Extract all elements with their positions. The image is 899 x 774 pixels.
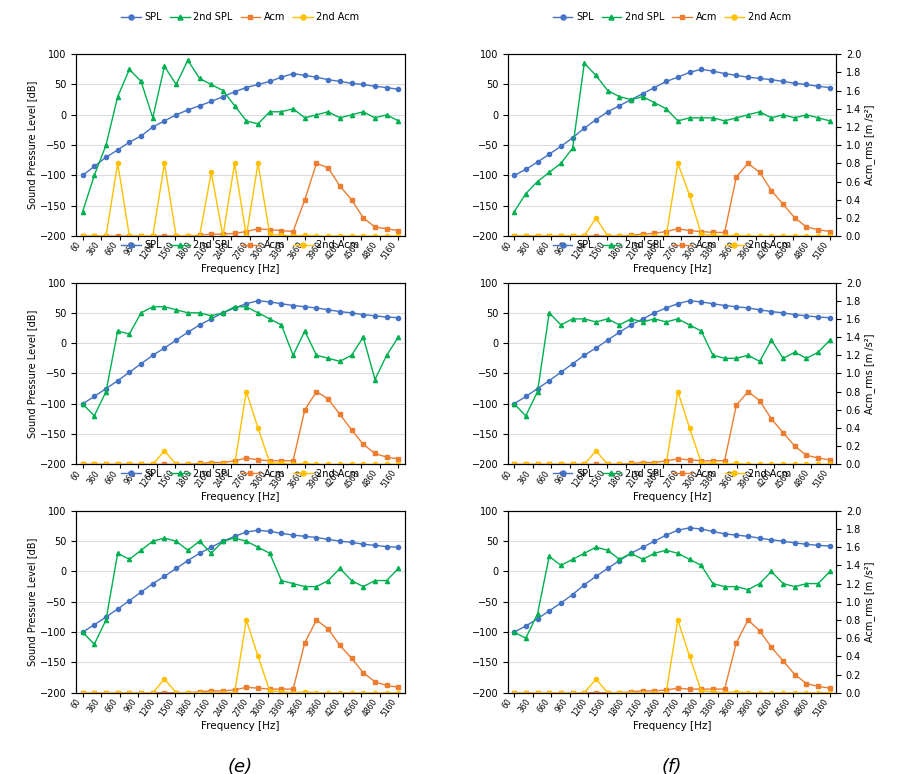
Legend: SPL, 2nd SPL, Acm, 2nd Acm: SPL, 2nd SPL, Acm, 2nd Acm	[118, 236, 363, 254]
X-axis label: Frequency [Hz]: Frequency [Hz]	[633, 721, 711, 731]
Text: (b): (b)	[659, 302, 685, 320]
Legend: SPL, 2nd SPL, Acm, 2nd Acm: SPL, 2nd SPL, Acm, 2nd Acm	[118, 8, 363, 26]
Text: (f): (f)	[662, 759, 682, 774]
Y-axis label: Acm_rms [m /s²]: Acm_rms [m /s²]	[864, 333, 875, 414]
Y-axis label: Acm_rms [m /s²]: Acm_rms [m /s²]	[864, 104, 875, 186]
X-axis label: Frequency [Hz]: Frequency [Hz]	[633, 492, 711, 502]
X-axis label: Frequency [Hz]: Frequency [Hz]	[633, 264, 711, 274]
Y-axis label: Sound Pressure Level [dB]: Sound Pressure Level [dB]	[27, 81, 37, 209]
Legend: SPL, 2nd SPL, Acm, 2nd Acm: SPL, 2nd SPL, Acm, 2nd Acm	[118, 464, 363, 482]
X-axis label: Frequency [Hz]: Frequency [Hz]	[201, 721, 280, 731]
X-axis label: Frequency [Hz]: Frequency [Hz]	[201, 492, 280, 502]
Text: (a): (a)	[228, 302, 253, 320]
Legend: SPL, 2nd SPL, Acm, 2nd Acm: SPL, 2nd SPL, Acm, 2nd Acm	[549, 464, 795, 482]
Y-axis label: Sound Pressure Level [dB]: Sound Pressure Level [dB]	[27, 310, 37, 437]
Y-axis label: Acm_rms [m /s²]: Acm_rms [m /s²]	[864, 561, 875, 642]
Legend: SPL, 2nd SPL, Acm, 2nd Acm: SPL, 2nd SPL, Acm, 2nd Acm	[549, 236, 795, 254]
Text: (e): (e)	[228, 759, 253, 774]
Legend: SPL, 2nd SPL, Acm, 2nd Acm: SPL, 2nd SPL, Acm, 2nd Acm	[549, 8, 795, 26]
Y-axis label: Sound Pressure Level [dB]: Sound Pressure Level [dB]	[27, 538, 37, 666]
X-axis label: Frequency [Hz]: Frequency [Hz]	[201, 264, 280, 274]
Text: (d): (d)	[659, 530, 685, 548]
Text: (c): (c)	[228, 530, 253, 548]
